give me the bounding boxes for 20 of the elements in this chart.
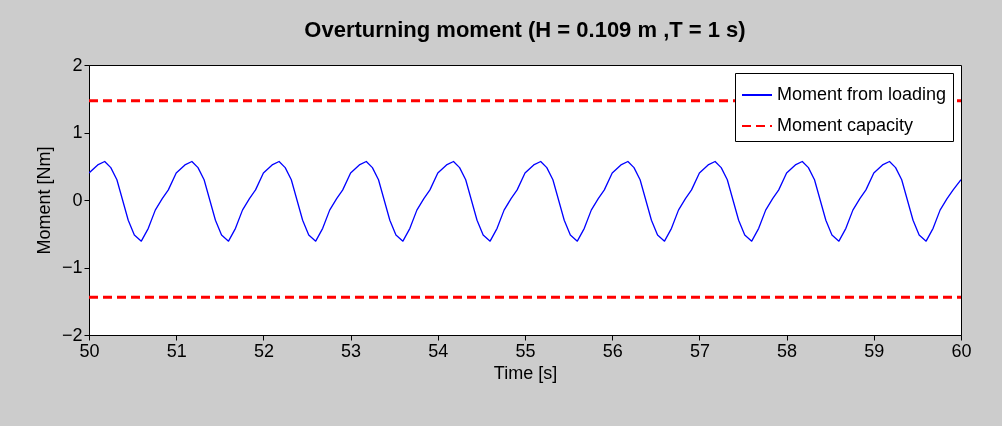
x-tick-label: 55	[515, 340, 536, 361]
x-tick-label: 59	[864, 340, 885, 361]
x-tick-label: 58	[777, 340, 798, 361]
chart-title: Overturning moment (H = 0.109 m ,T = 1 s)	[304, 17, 746, 42]
x-tick-label: 53	[341, 340, 362, 361]
y-tick-label: −1	[61, 257, 83, 277]
x-tick-label: 60	[951, 340, 972, 361]
legend-label: Moment capacity	[777, 115, 914, 135]
line-series	[89, 160, 961, 242]
x-axis-title: Time [s]	[493, 362, 558, 383]
y-tick-label: 2	[72, 54, 83, 75]
x-tick-label: 52	[253, 340, 274, 361]
x-tick-label: 51	[166, 340, 187, 361]
legend-label: Moment from loading	[777, 84, 947, 104]
y-axis-title: Moment [Nm]	[33, 146, 54, 255]
y-tick-label: 1	[72, 122, 83, 142]
x-tick-label: 57	[689, 340, 710, 361]
x-tick-label: 54	[428, 340, 449, 361]
y-tick-label: 0	[72, 189, 83, 210]
x-tick-label: 56	[602, 340, 623, 361]
